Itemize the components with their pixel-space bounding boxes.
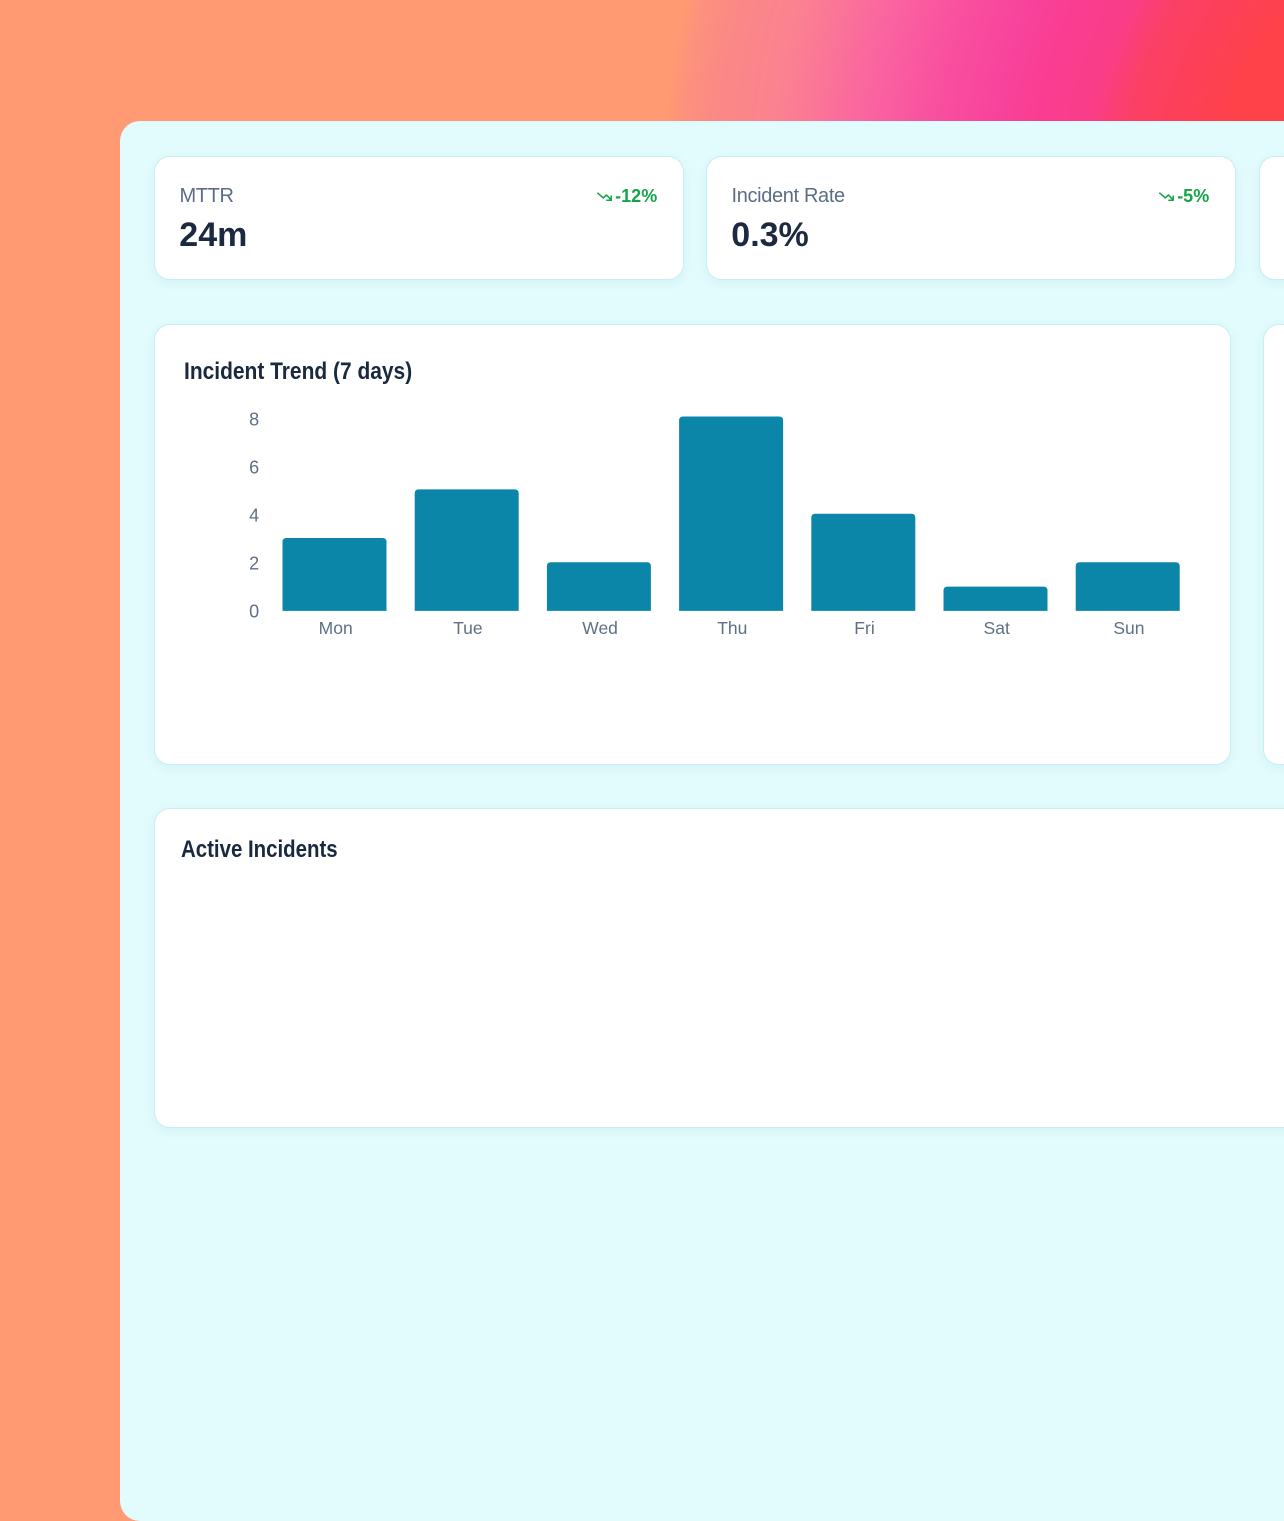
svg-text:4: 4 xyxy=(249,505,259,525)
svg-text:Tue: Tue xyxy=(453,618,483,638)
svg-text:Thu: Thu xyxy=(717,618,747,638)
svg-text:Wed: Wed xyxy=(582,618,618,638)
svg-text:0: 0 xyxy=(249,601,259,621)
svg-text:Sat: Sat xyxy=(984,618,1010,638)
svg-text:Mon: Mon xyxy=(319,618,353,638)
svg-text:Fri: Fri xyxy=(854,618,874,638)
svg-text:8: 8 xyxy=(249,409,259,429)
svg-text:Sun: Sun xyxy=(1113,618,1144,638)
svg-text:2: 2 xyxy=(249,553,259,573)
svg-text:6: 6 xyxy=(249,457,259,477)
